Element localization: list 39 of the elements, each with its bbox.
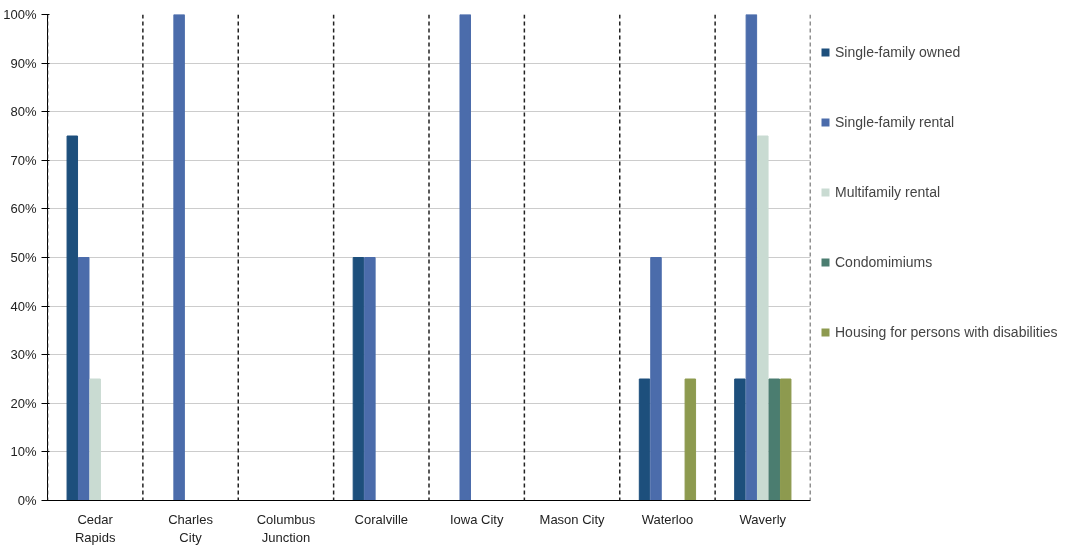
y-tick-label: 20% bbox=[10, 395, 37, 411]
x-tick-label: Waterloo bbox=[641, 511, 694, 527]
y-tick-label: 0% bbox=[17, 493, 37, 508]
y-tick-label: 50% bbox=[10, 250, 37, 265]
bar bbox=[779, 378, 792, 501]
bar bbox=[734, 378, 746, 501]
x-tick-label: Mason City bbox=[539, 511, 606, 527]
bar bbox=[173, 14, 185, 501]
y-tick-label: 30% bbox=[10, 347, 37, 363]
bar bbox=[650, 257, 662, 501]
x-tick-label: Coralville bbox=[354, 511, 409, 527]
y-tick-label: 40% bbox=[10, 298, 37, 314]
legend-label: Housing for persons with disabilities bbox=[835, 324, 1058, 340]
bar bbox=[768, 378, 780, 501]
bar bbox=[78, 257, 90, 501]
bar bbox=[364, 257, 376, 501]
y-tick-label: 70% bbox=[10, 152, 37, 168]
x-tick-label: Iowa City bbox=[449, 511, 504, 527]
x-tick-label: Waverly bbox=[739, 511, 787, 527]
bar bbox=[66, 135, 79, 501]
legend-label: Multifamily rental bbox=[835, 184, 941, 200]
bar bbox=[459, 14, 471, 501]
y-tick-label: 100% bbox=[3, 7, 37, 22]
bar bbox=[684, 378, 697, 501]
bar bbox=[352, 257, 365, 501]
y-tick-label: 10% bbox=[10, 444, 37, 460]
legend-label: Single-family owned bbox=[835, 44, 961, 60]
bar bbox=[638, 378, 651, 501]
bar bbox=[757, 135, 769, 501]
legend-label: Single-family rental bbox=[835, 114, 955, 130]
y-tick-label: 90% bbox=[10, 55, 37, 71]
x-tick-label: Charles City bbox=[168, 511, 214, 545]
y-tick-label: 60% bbox=[10, 201, 37, 217]
x-tick-label: Cedar Rapids bbox=[74, 511, 116, 545]
legend-label: Condomimiums bbox=[835, 254, 933, 270]
x-tick-label: Columbus Junction bbox=[256, 511, 316, 545]
bar bbox=[745, 14, 758, 501]
y-tick-label: 80% bbox=[10, 104, 37, 120]
bar bbox=[89, 378, 101, 501]
